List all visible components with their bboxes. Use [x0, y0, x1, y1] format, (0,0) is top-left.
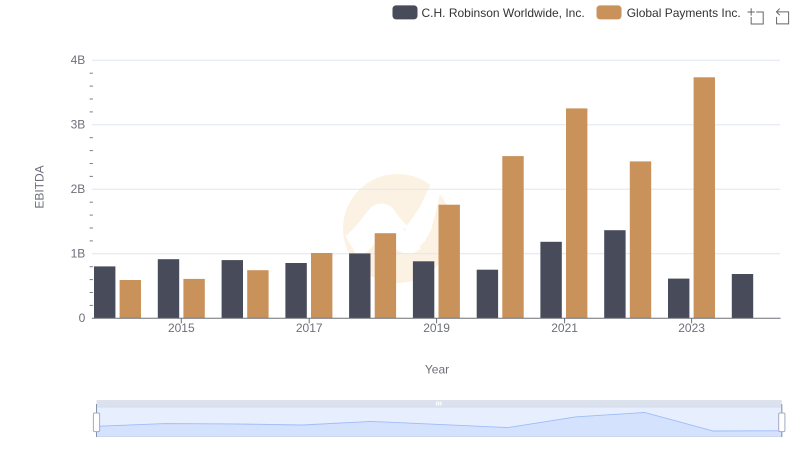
- svg-text:2015: 2015: [168, 321, 195, 335]
- svg-text:C.H. Robinson Worldwide, Inc.: C.H. Robinson Worldwide, Inc.: [422, 6, 585, 20]
- svg-text:2017: 2017: [296, 321, 323, 335]
- svg-text:EBITDA: EBITDA: [33, 165, 47, 208]
- svg-text:Year: Year: [425, 363, 449, 377]
- svg-text:2B: 2B: [71, 182, 86, 196]
- svg-text:2023: 2023: [678, 321, 705, 335]
- svg-text:4B: 4B: [71, 53, 86, 67]
- svg-text:2021: 2021: [551, 321, 578, 335]
- svg-text:2019: 2019: [423, 321, 450, 335]
- svg-text:0: 0: [79, 311, 86, 325]
- svg-text:1B: 1B: [71, 247, 86, 261]
- svg-text:Global Payments Inc.: Global Payments Inc.: [627, 6, 741, 20]
- svg-text:3B: 3B: [71, 118, 86, 132]
